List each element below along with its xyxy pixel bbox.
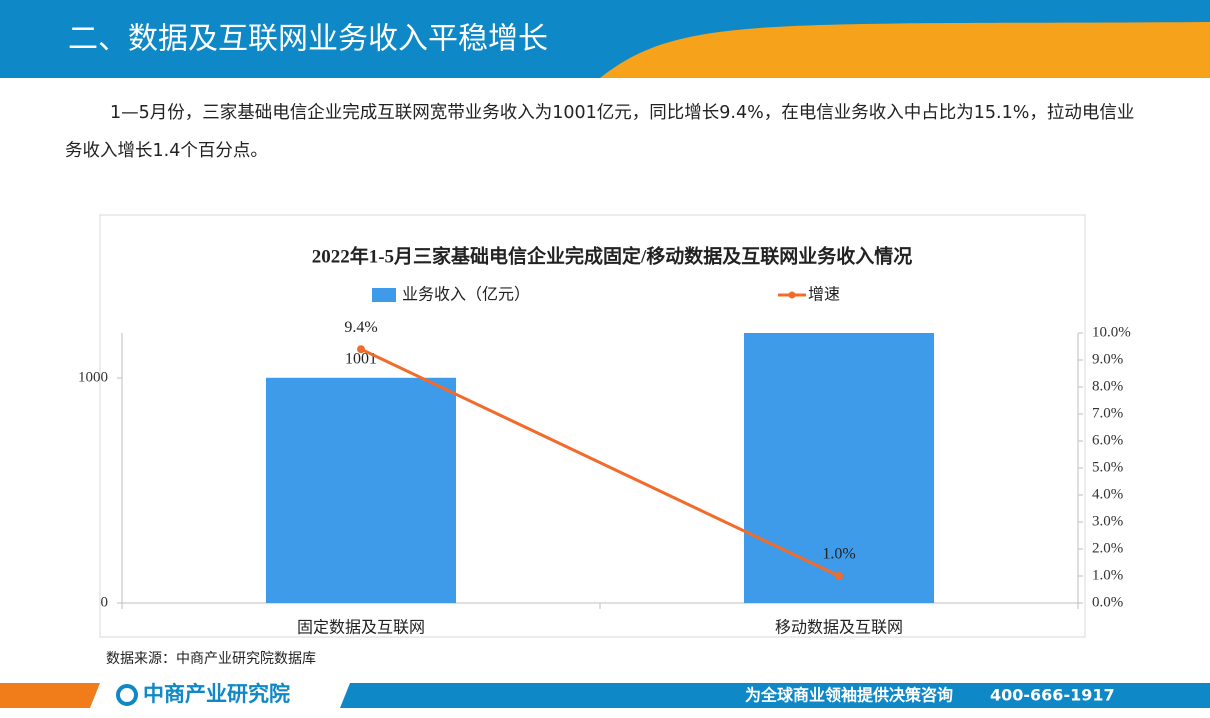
y2-tick-label: 10.0% — [1092, 324, 1131, 340]
legend-label: 增速 — [808, 285, 840, 304]
chart-title: 2022年1-5月三家基础电信企业完成固定/移动数据及互联网业务收入情况 — [312, 244, 913, 267]
logo-icon — [116, 684, 138, 706]
y2-tick-label: 3.0% — [1092, 513, 1123, 529]
line-value-label: 1.0% — [822, 546, 855, 563]
y2-tick-label: 8.0% — [1092, 378, 1123, 394]
line — [360, 347, 840, 578]
footer-brand: 中商产业研究院 — [143, 682, 290, 706]
line-point — [835, 572, 843, 580]
bar-value-label: 1001 — [345, 350, 377, 367]
y2-tick-label: 9.0% — [1092, 351, 1123, 367]
y2-tick-label: 0.0% — [1092, 594, 1123, 610]
legend-swatch — [372, 288, 396, 302]
footer-slogan: 为全球商业领袖提供决策咨询 — [745, 686, 953, 705]
footer-phone: 400-666-1917 — [990, 686, 1115, 705]
footer-logo-bg — [90, 683, 350, 708]
line-value-label: 9.4% — [344, 319, 377, 336]
x-tick-label: 固定数据及互联网 — [297, 618, 425, 637]
x-tick-label: 移动数据及互联网 — [775, 618, 903, 637]
y2-tick-label: 1.0% — [1092, 567, 1123, 583]
y2-tick-label: 4.0% — [1092, 486, 1123, 502]
footer-accent — [0, 683, 100, 708]
source: 数据来源：中商产业研究院数据库 — [106, 651, 316, 667]
chart-frame — [99, 214, 1086, 638]
legend-swatch — [788, 291, 796, 299]
y2-tick-label: 7.0% — [1092, 405, 1123, 421]
y2-tick-label: 6.0% — [1092, 432, 1123, 448]
y-tick-label: 0 — [101, 594, 109, 610]
paragraph: 1—5月份，三家基础电信企业完成互联网宽带业务收入为1001亿元，同比增长9.4… — [65, 103, 1135, 161]
header-swoosh — [600, 22, 1210, 78]
bar — [744, 333, 934, 603]
y-tick-label: 1000 — [78, 369, 108, 385]
legend-label: 业务收入（亿元） — [402, 285, 530, 304]
header-title: 二、数据及互联网业务收入平稳增长 — [68, 22, 548, 57]
bar — [266, 377, 456, 603]
line-point — [357, 345, 365, 354]
y2-tick-label: 2.0% — [1092, 540, 1123, 556]
y2-tick-label: 5.0% — [1092, 459, 1123, 475]
